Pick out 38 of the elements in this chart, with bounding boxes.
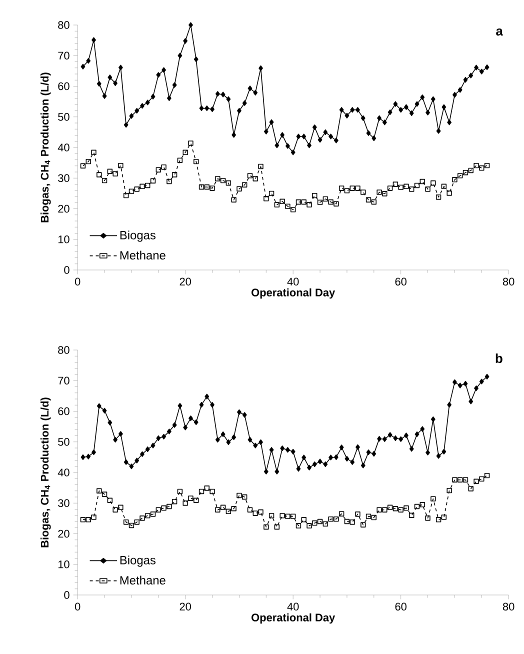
x-tick-label: 20 bbox=[180, 602, 191, 611]
y-tick-label: 30 bbox=[58, 499, 70, 507]
y-tick-label: 0 bbox=[64, 591, 70, 599]
x-tick-label: 80 bbox=[502, 278, 514, 286]
x-tick-label: 20 bbox=[180, 278, 191, 286]
y-tick-label: 40 bbox=[58, 144, 70, 152]
x-tick-label: 40 bbox=[287, 278, 299, 286]
y-tick-label: 70 bbox=[58, 376, 70, 385]
annotation: b bbox=[496, 354, 502, 364]
y-tick-label: 20 bbox=[58, 530, 70, 538]
y-tick-label: 60 bbox=[58, 407, 70, 416]
x-tick-label: 80 bbox=[502, 602, 514, 611]
y-tick-label: 20 bbox=[58, 204, 70, 213]
y-tick-label: 40 bbox=[58, 468, 70, 476]
y-tick-label: 30 bbox=[58, 174, 70, 182]
x-axis-title: Operational Day bbox=[252, 613, 336, 624]
y-axis-title: Biogas, CH$_{4}$ Production (L/d) bbox=[40, 72, 51, 222]
y-tick-label: 70 bbox=[58, 52, 70, 60]
y-tick-label: 50 bbox=[58, 113, 70, 121]
legend-label: Methane bbox=[120, 576, 166, 585]
y-tick-label: 60 bbox=[58, 82, 70, 90]
y-axis-title: Biogas, CH$_{4}$ Production (L/d) bbox=[40, 398, 51, 548]
y-tick-label: 50 bbox=[58, 438, 70, 446]
annotation: a bbox=[496, 28, 503, 36]
y-tick-label: 10 bbox=[58, 560, 70, 568]
y-tick-label: 80 bbox=[58, 21, 70, 29]
x-tick-label: 0 bbox=[74, 602, 80, 611]
legend-label: Biogas bbox=[120, 556, 156, 567]
legend-label: Methane bbox=[120, 250, 166, 260]
y-tick-label: 10 bbox=[58, 236, 70, 244]
x-tick-label: 60 bbox=[395, 602, 406, 611]
y-tick-label: 0 bbox=[64, 266, 70, 274]
y-tick-label: 80 bbox=[58, 346, 70, 354]
legend-label: Biogas bbox=[120, 230, 156, 242]
x-tick-label: 0 bbox=[74, 278, 80, 286]
x-axis-title: Operational Day bbox=[252, 288, 336, 299]
x-tick-label: 40 bbox=[287, 602, 299, 611]
x-tick-label: 60 bbox=[395, 278, 406, 286]
